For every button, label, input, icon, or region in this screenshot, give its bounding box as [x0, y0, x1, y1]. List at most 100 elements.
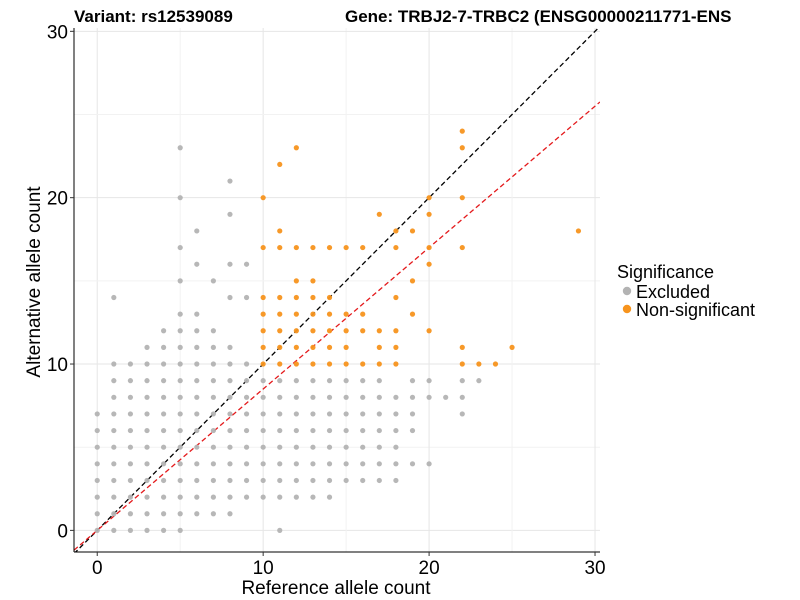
data-point: [111, 427, 117, 434]
data-point: [194, 261, 200, 267]
data-point: [161, 477, 167, 484]
y-tick-label: 20: [47, 189, 68, 210]
data-point: [227, 261, 233, 267]
data-point: [343, 394, 349, 400]
y-tick-label: 0: [57, 521, 68, 542]
data-point: [310, 361, 316, 367]
data-point: [409, 378, 416, 384]
data-point: [459, 244, 465, 251]
data-points: [94, 128, 582, 533]
data-point: [260, 461, 266, 467]
data-point: [326, 461, 333, 467]
data-point: [161, 344, 167, 350]
data-point: [426, 211, 432, 217]
data-point: [144, 494, 150, 500]
data-point: [343, 244, 349, 251]
data-point: [161, 511, 167, 517]
data-point: [409, 461, 416, 467]
data-point: [127, 511, 134, 517]
data-point: [194, 444, 200, 450]
data-point: [293, 294, 299, 301]
legend-title: Significance: [617, 262, 714, 282]
data-point: [293, 328, 299, 334]
data-point: [376, 328, 382, 334]
data-point: [393, 244, 399, 251]
data-point: [426, 461, 432, 467]
data-point: [492, 361, 499, 367]
data-point: [343, 378, 349, 384]
data-point: [293, 278, 299, 284]
data-point: [459, 195, 465, 201]
data-point: [111, 361, 117, 367]
data-point: [177, 477, 183, 484]
data-point: [94, 511, 100, 517]
data-point: [127, 361, 134, 367]
series-excluded: [94, 145, 482, 533]
data-point: [210, 278, 216, 284]
data-point: [194, 477, 200, 484]
data-point: [326, 328, 333, 334]
data-point: [260, 195, 266, 201]
data-point: [260, 378, 266, 384]
data-point: [127, 378, 134, 384]
reference-lines: [74, 28, 600, 552]
data-point: [326, 361, 333, 367]
data-point: [177, 461, 183, 467]
data-point: [293, 477, 299, 484]
data-point: [161, 494, 167, 500]
data-point: [194, 411, 200, 417]
data-point: [293, 244, 299, 251]
data-point: [94, 411, 100, 417]
data-point: [94, 494, 100, 500]
data-point: [227, 494, 233, 500]
series-non-significant: [260, 128, 582, 367]
data-point: [360, 328, 366, 334]
data-point: [310, 477, 316, 484]
y-tick-label: 10: [47, 355, 68, 376]
data-point: [161, 394, 167, 400]
data-point: [161, 378, 167, 384]
data-point: [360, 477, 366, 484]
data-point: [343, 461, 349, 467]
data-point: [293, 344, 299, 350]
chart-title-variant: Variant: rs12539089: [74, 7, 233, 26]
data-point: [227, 361, 233, 367]
data-point: [210, 461, 216, 467]
data-point: [459, 128, 465, 134]
data-point: [326, 444, 333, 450]
data-point: [459, 411, 465, 417]
data-point: [260, 244, 266, 251]
data-point: [177, 378, 183, 384]
data-point: [227, 294, 233, 301]
data-point: [144, 477, 150, 484]
data-point: [376, 461, 382, 467]
data-point: [144, 444, 150, 450]
data-point: [243, 361, 250, 367]
x-tick-label: 20: [419, 558, 440, 579]
data-point: [127, 411, 134, 417]
data-point: [409, 411, 416, 417]
data-point: [260, 477, 266, 484]
data-point: [210, 477, 216, 484]
data-point: [310, 311, 316, 317]
data-point: [360, 444, 366, 450]
data-point: [376, 344, 382, 350]
data-point: [393, 344, 399, 350]
data-point: [210, 378, 216, 384]
data-point: [426, 195, 432, 201]
axes: 0 10 20 30 0 10 20 30: [47, 22, 606, 579]
data-point: [227, 461, 233, 467]
data-point: [260, 361, 266, 367]
data-point: [227, 411, 233, 417]
data-point: [243, 477, 250, 484]
data-point: [161, 361, 167, 367]
data-point: [161, 427, 167, 434]
data-point: [393, 328, 399, 334]
data-point: [177, 427, 183, 434]
data-point: [293, 444, 299, 450]
x-tick-label: 10: [253, 558, 274, 579]
data-point: [210, 411, 216, 417]
data-point: [94, 461, 100, 467]
data-point: [326, 311, 333, 317]
data-point: [194, 511, 200, 517]
